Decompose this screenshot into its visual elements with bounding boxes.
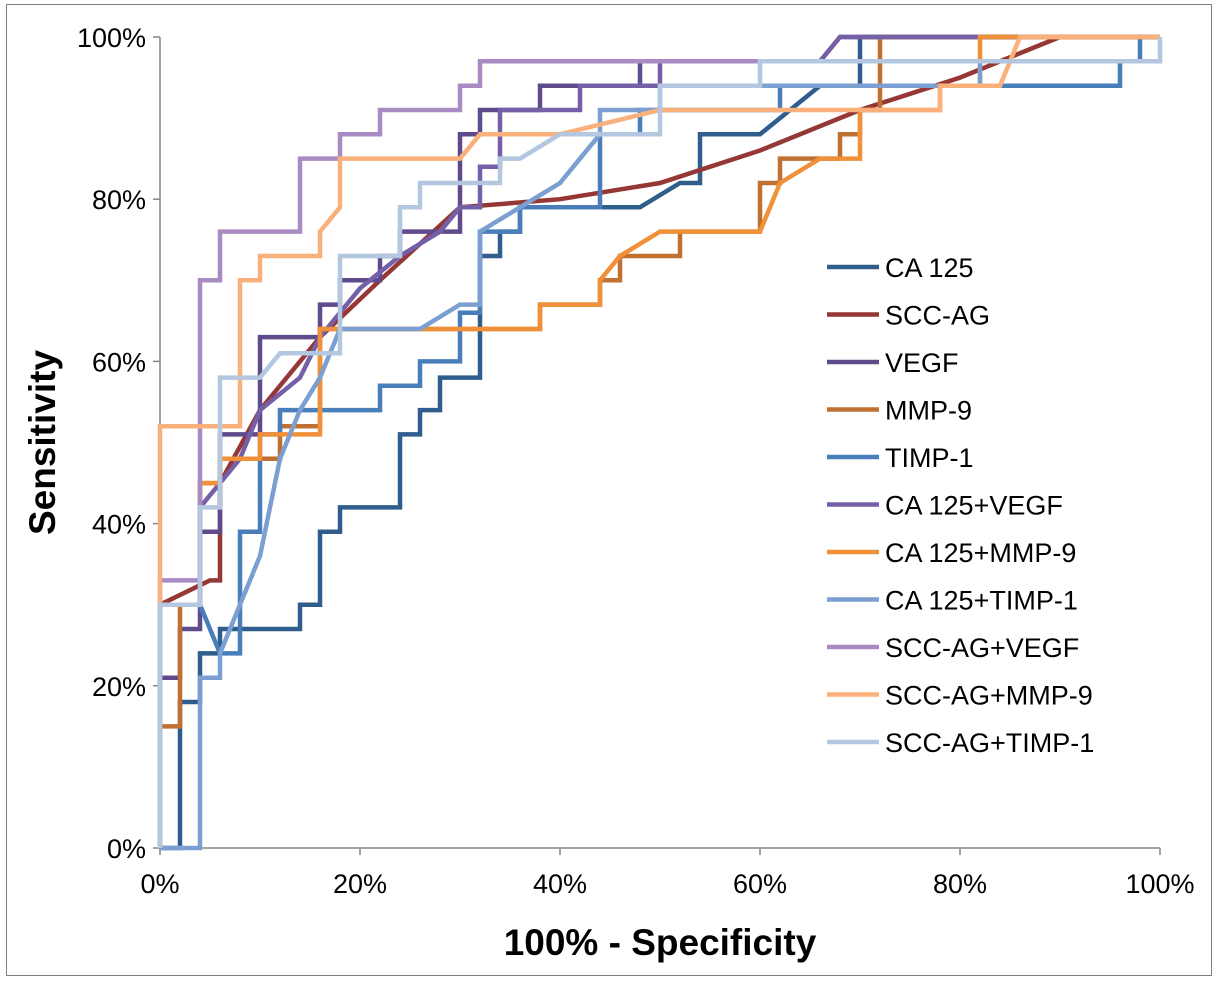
x-tick-label: 40%: [533, 869, 587, 899]
legend-label: TIMP-1: [885, 443, 974, 473]
legend-label: CA 125+VEGF: [885, 491, 1063, 521]
x-axis-title: 100% - Specificity: [504, 922, 817, 963]
x-tick-label: 20%: [333, 869, 387, 899]
series-line-ca-125: [160, 34, 1160, 851]
legend-label: SCC-AG: [885, 301, 990, 331]
legend-label: CA 125: [885, 253, 974, 283]
legend-label: CA 125+MMP-9: [885, 538, 1076, 568]
series-line-scc-ag-mmp-9: [157, 34, 1160, 848]
series-line-scc-ag-timp-1: [157, 37, 1163, 848]
series-line-scc-ag-vegf: [157, 59, 1160, 848]
legend-label: SCC-AG+MMP-9: [885, 681, 1093, 711]
y-tick-label: 20%: [92, 672, 146, 702]
legend-label: VEGF: [885, 348, 959, 378]
x-tick-label: 100%: [1125, 869, 1194, 899]
y-tick-label: 60%: [92, 347, 146, 377]
x-tick-labels: 0% 20% 40% 60% 80% 100%: [140, 869, 1194, 899]
y-tick-label: 0%: [107, 834, 146, 864]
legend-label: SCC-AG+TIMP-1: [885, 728, 1094, 758]
legend: CA 125 SCC-AG VEGF MMP-9 TIMP-1 CA 125+VEGF CA…: [827, 253, 1094, 758]
y-tick-label: 80%: [92, 185, 146, 215]
legend-label: CA 125+TIMP-1: [885, 586, 1078, 616]
y-tick-label: 40%: [92, 510, 146, 540]
y-axis-title: Sensitivity: [22, 350, 63, 535]
chart-frame: [6, 4, 1212, 976]
y-tick-label: 100%: [77, 23, 146, 53]
y-tick-labels: 0% 20% 40% 60% 80% 100%: [77, 23, 146, 864]
x-tick-label: 60%: [733, 869, 787, 899]
legend-label: SCC-AG+VEGF: [885, 633, 1079, 663]
legend-label: MMP-9: [885, 396, 972, 426]
x-tick-label: 0%: [140, 869, 179, 899]
x-tick-label: 80%: [933, 869, 987, 899]
plot-area: [157, 34, 1163, 851]
